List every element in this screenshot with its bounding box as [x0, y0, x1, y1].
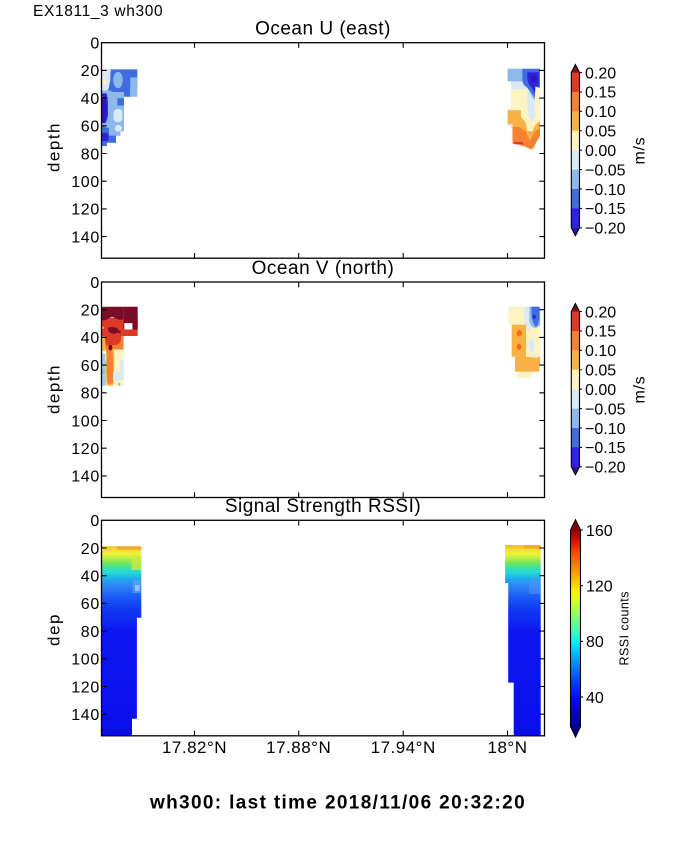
- svg-text:m/s: m/s: [632, 376, 649, 404]
- svg-text:80: 80: [586, 634, 604, 651]
- svg-text:0.20: 0.20: [585, 65, 616, 82]
- svg-text:0: 0: [90, 36, 100, 53]
- svg-text:20: 20: [81, 303, 100, 320]
- svg-text:0.20: 0.20: [585, 304, 616, 321]
- svg-text:100: 100: [71, 174, 100, 191]
- svg-text:0.15: 0.15: [585, 85, 616, 102]
- svg-text:140: 140: [71, 469, 100, 486]
- svg-text:80: 80: [81, 624, 100, 641]
- svg-text:0: 0: [90, 513, 100, 530]
- svg-text:0: 0: [90, 275, 100, 292]
- svg-text:17.82°N: 17.82°N: [162, 738, 227, 757]
- svg-text:40: 40: [81, 569, 100, 586]
- svg-text:−0.10: −0.10: [585, 182, 626, 199]
- svg-text:60: 60: [81, 119, 100, 136]
- svg-text:40: 40: [81, 91, 100, 108]
- svg-text:60: 60: [81, 596, 100, 613]
- svg-text:−0.15: −0.15: [585, 201, 626, 218]
- svg-text:40: 40: [586, 690, 604, 707]
- svg-text:140: 140: [71, 707, 100, 724]
- svg-text:−0.20: −0.20: [585, 221, 626, 238]
- svg-text:depth: depth: [45, 364, 64, 414]
- svg-text:120: 120: [71, 202, 100, 219]
- svg-text:RSSI counts: RSSI counts: [618, 591, 632, 665]
- svg-text:0.00: 0.00: [585, 143, 616, 160]
- svg-text:80: 80: [81, 386, 100, 403]
- svg-text:120: 120: [71, 441, 100, 458]
- svg-text:0.10: 0.10: [585, 104, 616, 121]
- svg-text:dep: dep: [45, 613, 64, 646]
- svg-text:EX1811_3 wh300: EX1811_3 wh300: [33, 3, 163, 20]
- svg-text:17.94°N: 17.94°N: [371, 738, 436, 757]
- svg-text:18°N: 18°N: [488, 738, 528, 757]
- svg-text:m/s: m/s: [632, 137, 649, 165]
- svg-text:17.88°N: 17.88°N: [266, 738, 331, 757]
- svg-text:0.05: 0.05: [585, 124, 616, 141]
- svg-text:160: 160: [586, 523, 613, 540]
- svg-text:20: 20: [81, 63, 100, 80]
- svg-text:−0.15: −0.15: [585, 440, 626, 457]
- svg-text:60: 60: [81, 358, 100, 375]
- svg-text:Ocean V (north): Ocean V (north): [252, 258, 395, 279]
- svg-text:−0.10: −0.10: [585, 421, 626, 438]
- svg-text:100: 100: [71, 413, 100, 430]
- svg-text:Ocean U (east): Ocean U (east): [255, 19, 391, 40]
- svg-text:0.05: 0.05: [585, 363, 616, 380]
- svg-text:80: 80: [81, 146, 100, 163]
- svg-text:140: 140: [71, 229, 100, 246]
- svg-text:0.10: 0.10: [585, 343, 616, 360]
- svg-text:0.15: 0.15: [585, 324, 616, 341]
- svg-text:0.00: 0.00: [585, 382, 616, 399]
- svg-text:120: 120: [586, 579, 613, 596]
- svg-text:−0.20: −0.20: [585, 460, 626, 477]
- svg-text:−0.05: −0.05: [585, 162, 626, 179]
- svg-text:20: 20: [81, 541, 100, 558]
- svg-text:wh300: last time 2018/11/06 20: wh300: last time 2018/11/06 20:32:20: [149, 793, 526, 814]
- svg-text:40: 40: [81, 330, 100, 347]
- svg-text:Signal Strength RSSI): Signal Strength RSSI): [225, 496, 421, 517]
- svg-text:−0.05: −0.05: [585, 401, 626, 418]
- svg-text:120: 120: [71, 679, 100, 696]
- svg-text:100: 100: [71, 652, 100, 669]
- svg-text:depth: depth: [45, 122, 64, 172]
